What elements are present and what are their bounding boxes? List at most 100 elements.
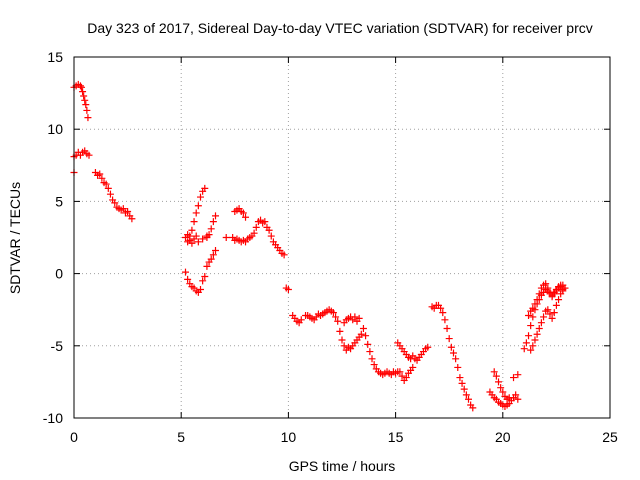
series-upper-early — [70, 80, 92, 122]
data-point — [492, 372, 500, 380]
data-point — [124, 208, 132, 216]
data-point — [297, 316, 305, 324]
data-point — [529, 342, 537, 350]
data-point — [104, 184, 112, 192]
data-point — [81, 96, 89, 104]
data-point — [190, 218, 198, 226]
data-point — [437, 304, 445, 312]
data-point — [398, 372, 406, 380]
data-point — [402, 374, 410, 382]
data-point — [96, 170, 104, 178]
data-point — [439, 309, 447, 317]
data-point — [364, 340, 372, 348]
y-tick-label: -10 — [43, 410, 63, 426]
data-point — [261, 218, 269, 226]
data-point — [201, 272, 209, 280]
data-point — [505, 394, 513, 402]
data-point — [458, 379, 466, 387]
data-point — [561, 284, 569, 292]
data-point — [351, 313, 359, 321]
data-point — [203, 232, 211, 240]
series-near-10 — [282, 284, 292, 293]
series-seg-12-13 — [336, 327, 365, 354]
x-tick-label: 5 — [177, 429, 185, 445]
data-point — [512, 391, 520, 399]
series-mid-19-21 — [490, 368, 522, 403]
data-point — [355, 314, 363, 322]
data-point — [222, 234, 230, 241]
data-point — [460, 385, 468, 393]
chart-title: Day 323 of 2017, Sidereal Day-to-day VTE… — [87, 20, 593, 36]
data-point — [525, 311, 533, 319]
data-point — [535, 290, 543, 298]
data-point — [464, 395, 472, 403]
data-point — [499, 388, 507, 396]
axis-ticks: 0 5 10 15 20 25 -10 -5 0 5 10 15 — [43, 49, 618, 445]
data-point — [357, 330, 365, 338]
data-point — [242, 213, 250, 221]
data-point — [409, 363, 417, 371]
data-point — [469, 404, 477, 412]
data-point — [128, 215, 136, 223]
data-point — [497, 384, 505, 392]
data-point — [527, 346, 535, 354]
data-point — [550, 309, 558, 317]
data-point — [192, 232, 200, 240]
series-decline-1 — [91, 169, 136, 223]
data-point — [544, 284, 552, 292]
grid — [74, 57, 610, 418]
data-point — [85, 151, 93, 159]
data-point — [454, 363, 462, 371]
plot-frame — [73, 56, 611, 419]
data-point — [441, 316, 449, 324]
data-point — [359, 324, 367, 332]
data-point — [184, 231, 192, 239]
data-point — [336, 327, 344, 335]
x-tick-label: 0 — [70, 429, 78, 445]
data-point — [201, 184, 209, 192]
data-point — [396, 368, 404, 376]
x-tick-label: 20 — [495, 429, 511, 445]
data-point — [199, 235, 207, 243]
data-point — [196, 193, 204, 201]
data-point — [368, 355, 376, 363]
data-point — [207, 225, 215, 233]
data-point — [525, 332, 533, 340]
data-point — [252, 223, 260, 231]
data-point — [79, 88, 87, 96]
data-point — [552, 301, 560, 309]
series-arc-5-6 — [181, 246, 220, 296]
data-point — [194, 238, 202, 246]
x-tick-label: 25 — [602, 429, 618, 445]
data-point — [520, 345, 528, 353]
data-point — [80, 92, 88, 100]
series-bump-7-8 — [231, 205, 250, 221]
series-seg-16-19 — [428, 301, 477, 412]
data-point — [334, 317, 342, 325]
series-rise-21-23-c — [527, 284, 569, 354]
data-point — [340, 342, 348, 350]
data-point — [181, 268, 189, 276]
x-tick-label: 10 — [281, 429, 297, 445]
series-seg-19-21 — [486, 388, 522, 410]
data-point — [209, 251, 217, 259]
data-point — [82, 101, 90, 109]
data-point — [239, 209, 247, 217]
series-low-15-16 — [396, 363, 417, 384]
data-point — [199, 277, 207, 285]
data-point — [111, 199, 119, 207]
data-point — [514, 371, 522, 379]
data-point — [443, 324, 451, 332]
data-point — [329, 309, 337, 317]
data-point — [533, 296, 541, 304]
series-rise-21-23-b — [525, 280, 567, 319]
data-point — [332, 313, 340, 321]
series-seg-10-12 — [289, 306, 342, 327]
data-point — [203, 262, 211, 270]
y-tick-label: 10 — [47, 121, 63, 137]
data-point — [83, 106, 91, 114]
data-point — [529, 313, 537, 321]
data-point — [78, 83, 86, 91]
data-point — [445, 335, 453, 343]
data-point — [462, 391, 470, 399]
